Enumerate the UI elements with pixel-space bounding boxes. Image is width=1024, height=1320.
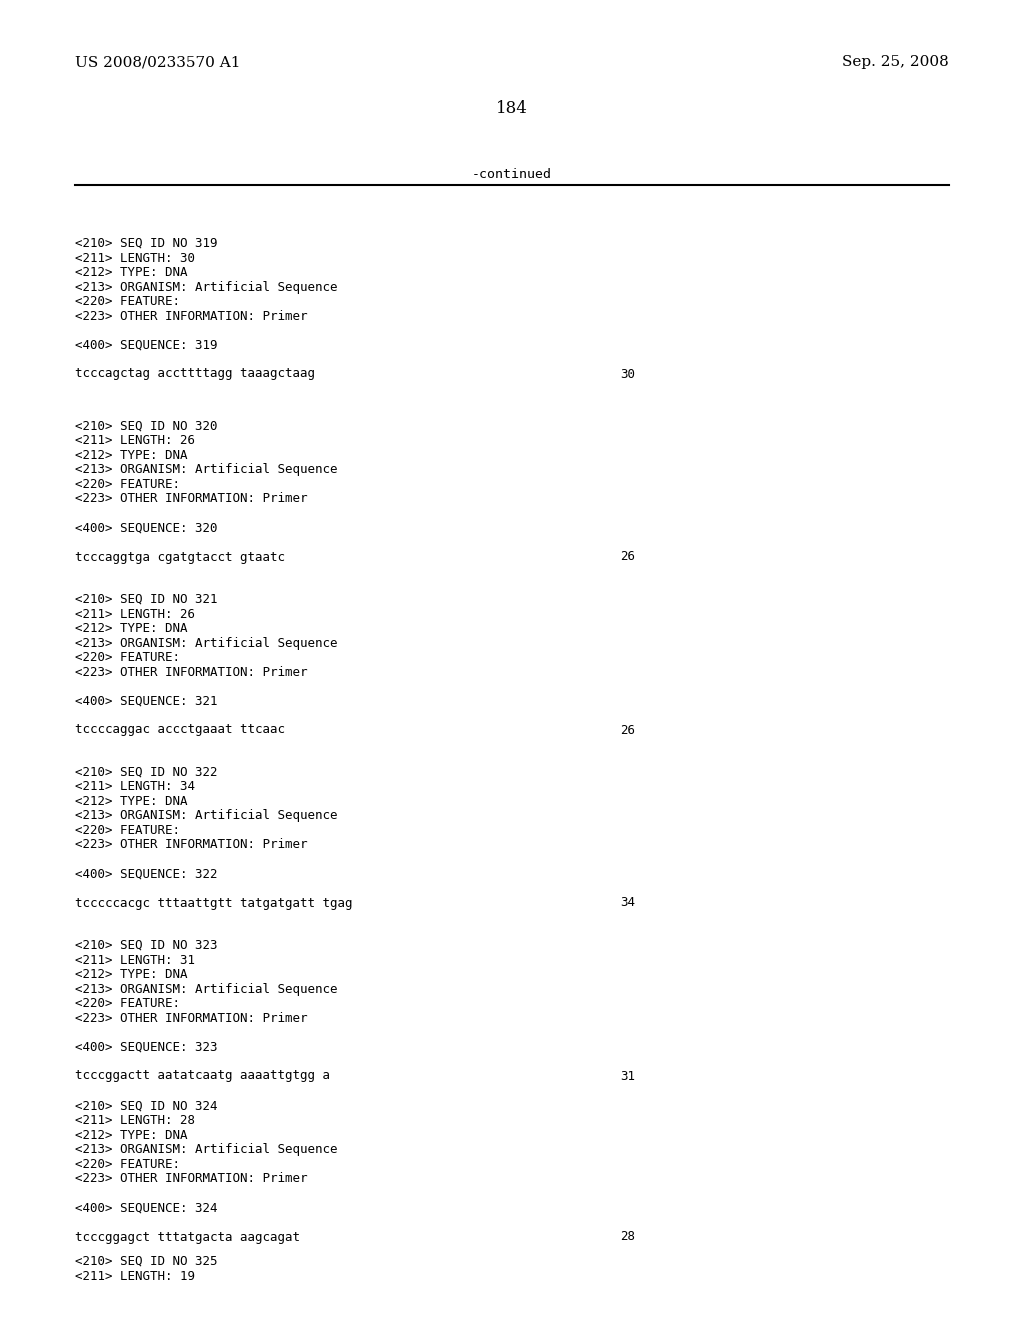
Text: <220> FEATURE:: <220> FEATURE:: [75, 1158, 180, 1171]
Text: 26: 26: [620, 550, 635, 564]
Text: <223> OTHER INFORMATION: Primer: <223> OTHER INFORMATION: Primer: [75, 838, 307, 851]
Text: <211> LENGTH: 26: <211> LENGTH: 26: [75, 607, 195, 620]
Text: <213> ORGANISM: Artificial Sequence: <213> ORGANISM: Artificial Sequence: [75, 636, 338, 649]
Text: <400> SEQUENCE: 324: <400> SEQUENCE: 324: [75, 1201, 217, 1214]
Text: <212> TYPE: DNA: <212> TYPE: DNA: [75, 267, 187, 279]
Text: <223> OTHER INFORMATION: Primer: <223> OTHER INFORMATION: Primer: [75, 492, 307, 506]
Text: <220> FEATURE:: <220> FEATURE:: [75, 997, 180, 1010]
Text: <210> SEQ ID NO 322: <210> SEQ ID NO 322: [75, 766, 217, 779]
Text: <400> SEQUENCE: 323: <400> SEQUENCE: 323: [75, 1040, 217, 1053]
Text: <220> FEATURE:: <220> FEATURE:: [75, 824, 180, 837]
Text: <212> TYPE: DNA: <212> TYPE: DNA: [75, 968, 187, 981]
Text: <213> ORGANISM: Artificial Sequence: <213> ORGANISM: Artificial Sequence: [75, 281, 338, 293]
Text: -continued: -continued: [472, 168, 552, 181]
Text: tcccagctag accttttagg taaagctaag: tcccagctag accttttagg taaagctaag: [75, 367, 315, 380]
Text: <213> ORGANISM: Artificial Sequence: <213> ORGANISM: Artificial Sequence: [75, 982, 338, 995]
Text: <211> LENGTH: 31: <211> LENGTH: 31: [75, 953, 195, 966]
Text: 34: 34: [620, 896, 635, 909]
Text: 31: 31: [620, 1069, 635, 1082]
Text: <210> SEQ ID NO 321: <210> SEQ ID NO 321: [75, 593, 217, 606]
Text: <223> OTHER INFORMATION: Primer: <223> OTHER INFORMATION: Primer: [75, 665, 307, 678]
Text: <223> OTHER INFORMATION: Primer: <223> OTHER INFORMATION: Primer: [75, 1172, 307, 1185]
Text: tcccggactt aatatcaatg aaaattgtgg a: tcccggactt aatatcaatg aaaattgtgg a: [75, 1069, 330, 1082]
Text: tccccaggac accctgaaat ttcaac: tccccaggac accctgaaat ttcaac: [75, 723, 285, 737]
Text: Sep. 25, 2008: Sep. 25, 2008: [843, 55, 949, 69]
Text: tcccggagct tttatgacta aagcagat: tcccggagct tttatgacta aagcagat: [75, 1230, 300, 1243]
Text: <210> SEQ ID NO 323: <210> SEQ ID NO 323: [75, 939, 217, 952]
Text: <213> ORGANISM: Artificial Sequence: <213> ORGANISM: Artificial Sequence: [75, 809, 338, 822]
Text: <210> SEQ ID NO 325: <210> SEQ ID NO 325: [75, 1255, 217, 1269]
Text: tcccccacgc tttaattgtt tatgatgatt tgag: tcccccacgc tttaattgtt tatgatgatt tgag: [75, 896, 352, 909]
Text: <211> LENGTH: 26: <211> LENGTH: 26: [75, 434, 195, 447]
Text: <400> SEQUENCE: 320: <400> SEQUENCE: 320: [75, 521, 217, 535]
Text: tcccaggtga cgatgtacct gtaatc: tcccaggtga cgatgtacct gtaatc: [75, 550, 285, 564]
Text: <220> FEATURE:: <220> FEATURE:: [75, 478, 180, 491]
Text: 26: 26: [620, 723, 635, 737]
Text: <211> LENGTH: 19: <211> LENGTH: 19: [75, 1270, 195, 1283]
Text: <220> FEATURE:: <220> FEATURE:: [75, 294, 180, 308]
Text: US 2008/0233570 A1: US 2008/0233570 A1: [75, 55, 241, 69]
Text: <212> TYPE: DNA: <212> TYPE: DNA: [75, 795, 187, 808]
Text: <220> FEATURE:: <220> FEATURE:: [75, 651, 180, 664]
Text: <400> SEQUENCE: 321: <400> SEQUENCE: 321: [75, 694, 217, 708]
Text: <213> ORGANISM: Artificial Sequence: <213> ORGANISM: Artificial Sequence: [75, 1143, 338, 1156]
Text: <210> SEQ ID NO 319: <210> SEQ ID NO 319: [75, 238, 217, 249]
Text: <211> LENGTH: 30: <211> LENGTH: 30: [75, 252, 195, 264]
Text: 30: 30: [620, 367, 635, 380]
Text: 184: 184: [496, 100, 528, 117]
Text: 28: 28: [620, 1230, 635, 1243]
Text: <211> LENGTH: 34: <211> LENGTH: 34: [75, 780, 195, 793]
Text: <212> TYPE: DNA: <212> TYPE: DNA: [75, 622, 187, 635]
Text: <212> TYPE: DNA: <212> TYPE: DNA: [75, 1129, 187, 1142]
Text: <210> SEQ ID NO 320: <210> SEQ ID NO 320: [75, 420, 217, 433]
Text: <223> OTHER INFORMATION: Primer: <223> OTHER INFORMATION: Primer: [75, 1011, 307, 1024]
Text: <211> LENGTH: 28: <211> LENGTH: 28: [75, 1114, 195, 1127]
Text: <212> TYPE: DNA: <212> TYPE: DNA: [75, 449, 187, 462]
Text: <213> ORGANISM: Artificial Sequence: <213> ORGANISM: Artificial Sequence: [75, 463, 338, 477]
Text: <210> SEQ ID NO 324: <210> SEQ ID NO 324: [75, 1100, 217, 1113]
Text: <400> SEQUENCE: 319: <400> SEQUENCE: 319: [75, 338, 217, 351]
Text: <223> OTHER INFORMATION: Primer: <223> OTHER INFORMATION: Primer: [75, 309, 307, 322]
Text: <400> SEQUENCE: 322: <400> SEQUENCE: 322: [75, 867, 217, 880]
